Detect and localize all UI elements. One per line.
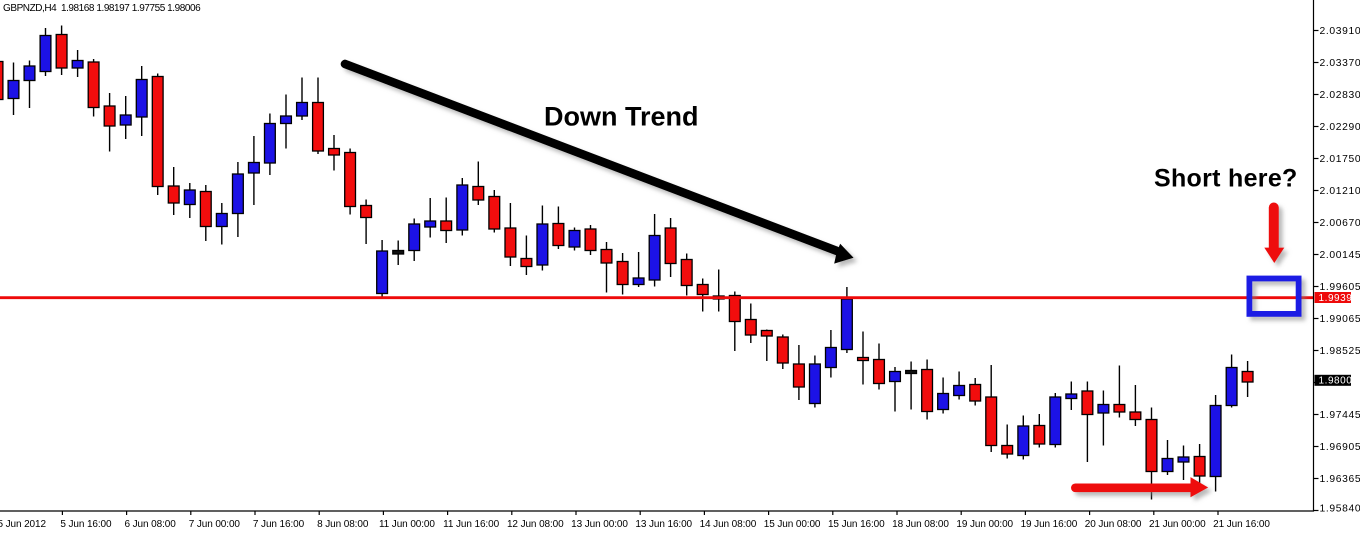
svg-text:Down Trend: Down Trend bbox=[544, 102, 699, 132]
svg-text:13 Jun 00:00: 13 Jun 00:00 bbox=[571, 519, 628, 530]
svg-text:2.00145: 2.00145 bbox=[1320, 250, 1360, 261]
svg-text:14 Jun 08:00: 14 Jun 08:00 bbox=[700, 519, 757, 530]
svg-text:20 Jun 08:00: 20 Jun 08:00 bbox=[1085, 519, 1142, 530]
svg-text:7 Jun 00:00: 7 Jun 00:00 bbox=[189, 519, 241, 530]
svg-text:2.01210: 2.01210 bbox=[1320, 186, 1360, 197]
svg-text:15 Jun 00:00: 15 Jun 00:00 bbox=[764, 519, 821, 530]
svg-text:1.99065: 1.99065 bbox=[1320, 314, 1360, 325]
svg-text:1.98006: 1.98006 bbox=[1319, 376, 1359, 387]
svg-text:21 Jun 16:00: 21 Jun 16:00 bbox=[1213, 519, 1270, 530]
svg-text:1.99395: 1.99395 bbox=[1319, 293, 1359, 304]
svg-text:21 Jun 00:00: 21 Jun 00:00 bbox=[1149, 519, 1206, 530]
svg-text:19 Jun 16:00: 19 Jun 16:00 bbox=[1021, 519, 1078, 530]
svg-text:11 Jun 16:00: 11 Jun 16:00 bbox=[443, 519, 499, 530]
svg-text:5 Jun 16:00: 5 Jun 16:00 bbox=[60, 519, 112, 530]
svg-text:8 Jun 08:00: 8 Jun 08:00 bbox=[317, 519, 369, 530]
svg-text:7 Jun 16:00: 7 Jun 16:00 bbox=[253, 519, 305, 530]
svg-text:5 Jun 2012: 5 Jun 2012 bbox=[0, 519, 46, 530]
svg-text:1.96365: 1.96365 bbox=[1320, 474, 1360, 485]
svg-text:2.01750: 2.01750 bbox=[1320, 154, 1360, 165]
svg-text:Short here?: Short here? bbox=[1154, 165, 1298, 193]
svg-text:2.02830: 2.02830 bbox=[1320, 90, 1360, 101]
svg-text:GBPNZD,H4 1.98168 1.98197 1.9: GBPNZD,H4 1.98168 1.98197 1.97755 1.9800… bbox=[3, 3, 201, 14]
svg-text:1.99605: 1.99605 bbox=[1320, 282, 1360, 293]
svg-text:12 Jun 08:00: 12 Jun 08:00 bbox=[507, 519, 564, 530]
svg-text:11 Jun 00:00: 11 Jun 00:00 bbox=[379, 519, 435, 530]
svg-text:13 Jun 16:00: 13 Jun 16:00 bbox=[635, 519, 692, 530]
svg-text:6 Jun 08:00: 6 Jun 08:00 bbox=[125, 519, 177, 530]
svg-text:2.03910: 2.03910 bbox=[1320, 26, 1360, 37]
svg-text:2.02290: 2.02290 bbox=[1320, 122, 1360, 133]
svg-text:2.03370: 2.03370 bbox=[1320, 58, 1360, 69]
svg-text:18 Jun 08:00: 18 Jun 08:00 bbox=[892, 519, 949, 530]
svg-text:1.95840: 1.95840 bbox=[1320, 504, 1360, 515]
svg-text:19 Jun 00:00: 19 Jun 00:00 bbox=[956, 519, 1013, 530]
svg-text:1.98525: 1.98525 bbox=[1320, 346, 1360, 357]
svg-text:2.00670: 2.00670 bbox=[1320, 218, 1360, 229]
svg-text:15 Jun 16:00: 15 Jun 16:00 bbox=[828, 519, 885, 530]
svg-text:1.96905: 1.96905 bbox=[1320, 442, 1360, 453]
svg-text:1.97445: 1.97445 bbox=[1320, 410, 1360, 421]
